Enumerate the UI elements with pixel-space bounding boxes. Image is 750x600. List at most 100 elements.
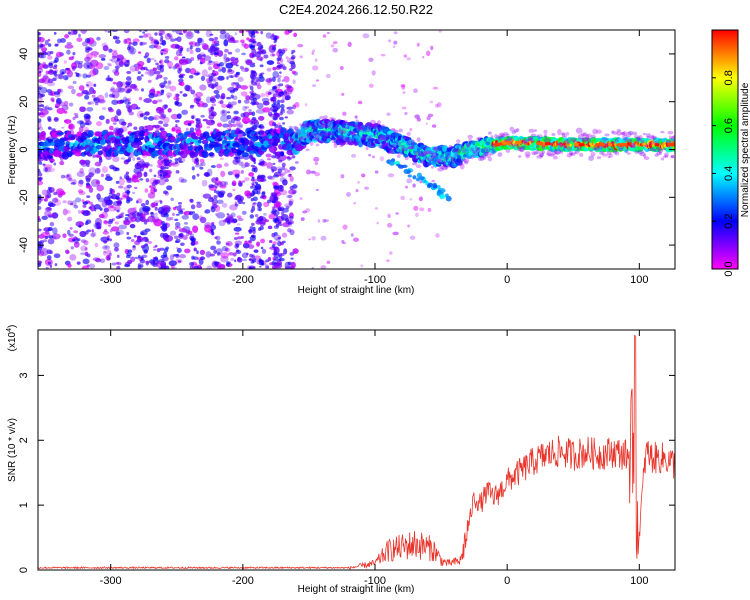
heatmap-cell xyxy=(86,84,89,87)
heatmap-cell xyxy=(214,82,219,87)
heatmap-cell xyxy=(250,157,256,162)
heatmap-cell xyxy=(47,261,52,265)
heatmap-cell xyxy=(155,62,159,66)
heatmap-cell xyxy=(401,146,408,152)
heatmap-cell xyxy=(153,116,157,120)
heatmap-cell xyxy=(68,56,74,61)
heatmap-cell xyxy=(149,164,153,167)
heatmap-cell xyxy=(201,179,208,187)
heatmap-cell xyxy=(92,68,99,76)
heatmap-cell xyxy=(427,157,434,162)
heatmap-cell xyxy=(88,206,92,210)
heatmap-cell xyxy=(66,174,70,178)
heatmap-cell xyxy=(237,217,244,222)
heatmap-cell xyxy=(197,37,203,44)
heatmap-cell xyxy=(153,200,159,204)
heatmap-cell xyxy=(210,206,216,213)
heatmap-cell xyxy=(519,147,524,153)
heatmap-cell xyxy=(52,227,58,235)
heatmap-cell xyxy=(108,93,115,98)
heatmap-cell xyxy=(305,208,311,213)
heatmap-cell xyxy=(104,92,109,98)
heatmap-cell xyxy=(616,129,621,133)
heatmap-cell xyxy=(163,104,169,109)
heatmap-cell xyxy=(199,216,207,224)
heatmap-cell xyxy=(144,243,149,247)
heatmap-cell xyxy=(202,193,212,199)
heatmap-cell xyxy=(150,87,156,94)
heatmap-cell xyxy=(175,170,180,174)
heatmap-cell xyxy=(64,34,70,39)
heatmap-cell xyxy=(535,149,540,155)
heatmap-cell xyxy=(238,161,244,166)
heatmap-cell xyxy=(268,239,273,244)
heatmap-cell xyxy=(136,157,141,161)
heatmap-cell xyxy=(235,232,240,235)
heatmap-cell xyxy=(93,83,97,87)
y-tick-label: 20 xyxy=(18,96,30,108)
heatmap-cell xyxy=(163,166,169,170)
heatmap-cell xyxy=(222,123,229,128)
heatmap-cell xyxy=(252,41,256,44)
heatmap-cell xyxy=(427,113,434,118)
heatmap-cell xyxy=(311,65,319,71)
heatmap-cell xyxy=(662,147,667,151)
heatmap-cell xyxy=(237,99,242,104)
heatmap-cell xyxy=(215,248,223,255)
heatmap-cell xyxy=(80,239,87,243)
heatmap-cell xyxy=(77,62,83,69)
heatmap-cell xyxy=(438,158,443,162)
heatmap-cell xyxy=(393,31,398,35)
heatmap-cell xyxy=(232,252,237,257)
heatmap-cell xyxy=(388,151,394,154)
heatmap-cell xyxy=(74,71,78,75)
heatmap-cell xyxy=(275,223,280,228)
heatmap-cell xyxy=(416,42,420,47)
heatmap-cell xyxy=(88,167,97,176)
heatmap-cell xyxy=(197,139,202,144)
heatmap-cell xyxy=(60,174,66,179)
heatmap-cell xyxy=(148,116,155,121)
heatmap-cell xyxy=(118,224,128,230)
heatmap-cell xyxy=(164,178,169,183)
heatmap-cell xyxy=(170,216,174,221)
heatmap-cell xyxy=(90,51,100,56)
heatmap-cell xyxy=(175,124,178,127)
heatmap-cell xyxy=(308,131,315,137)
heatmap-cell xyxy=(667,130,674,135)
heatmap-cell xyxy=(73,230,79,234)
heatmap-cell xyxy=(369,83,374,88)
heatmap-cell xyxy=(159,65,163,69)
heatmap-cell xyxy=(66,209,71,214)
heatmap-cell xyxy=(541,144,546,150)
heatmap-cell xyxy=(139,207,147,213)
heatmap-cell xyxy=(208,37,215,42)
heatmap-cell xyxy=(108,218,114,223)
heatmap-cell xyxy=(304,103,308,107)
heatmap-cell xyxy=(91,231,97,237)
heatmap-cell xyxy=(416,137,421,143)
heatmap-cell xyxy=(237,256,241,261)
heatmap-cell xyxy=(178,160,183,163)
heatmap-cell xyxy=(430,165,435,169)
heatmap-cell xyxy=(61,126,65,129)
heatmap-cell xyxy=(273,116,279,121)
heatmap-cell xyxy=(196,203,202,209)
heatmap-cell xyxy=(624,138,630,143)
heatmap-cell xyxy=(357,100,363,105)
heatmap-cell xyxy=(407,224,411,228)
heatmap-cell xyxy=(426,50,431,57)
heatmap-cell xyxy=(77,209,81,214)
heatmap-cell xyxy=(154,244,158,248)
heatmap-cell xyxy=(248,150,255,155)
heatmap-cell xyxy=(75,72,80,77)
heatmap-cell xyxy=(178,254,187,259)
heatmap-cell xyxy=(324,219,329,222)
heatmap-cell xyxy=(114,221,120,225)
heatmap-cell xyxy=(362,130,368,133)
heatmap-cell xyxy=(258,207,262,212)
heatmap-cell xyxy=(145,260,150,266)
heatmap-cell xyxy=(116,192,121,197)
heatmap-cell xyxy=(608,143,613,147)
heatmap-cell xyxy=(231,182,236,186)
